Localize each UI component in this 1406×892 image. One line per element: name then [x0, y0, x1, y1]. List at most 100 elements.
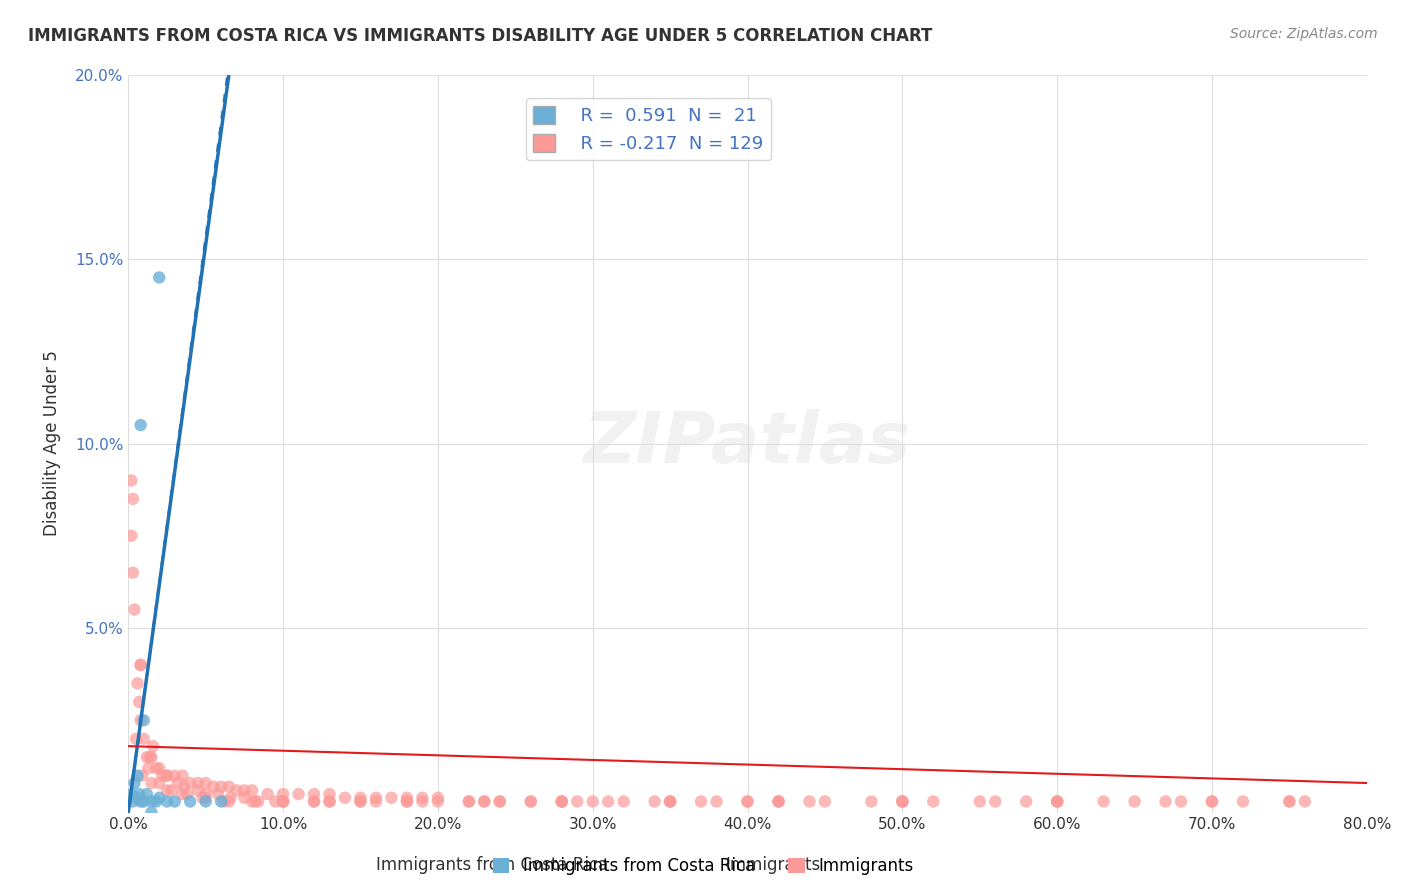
Point: [240, 795, 263, 809]
Point: [891, 795, 914, 809]
Point: [148, 790, 170, 805]
Point: [644, 795, 666, 809]
Text: Source: ZipAtlas.com: Source: ZipAtlas.com: [1230, 27, 1378, 41]
Point: [302, 787, 325, 801]
Point: [166, 776, 188, 790]
Point: [131, 769, 153, 783]
Text: Immigrants: Immigrants: [725, 856, 821, 874]
Point: [582, 795, 605, 809]
Point: [122, 491, 145, 506]
Point: [302, 795, 325, 809]
Point: [125, 790, 148, 805]
Point: [520, 795, 543, 809]
Point: [706, 795, 728, 809]
Point: [426, 790, 449, 805]
Point: [457, 795, 479, 809]
Point: [1015, 795, 1038, 809]
Point: [148, 270, 170, 285]
Point: [145, 795, 167, 809]
Point: [132, 713, 155, 727]
Point: [768, 795, 790, 809]
Point: [551, 795, 574, 809]
Point: [768, 795, 790, 809]
Point: [551, 795, 574, 809]
Point: [156, 769, 179, 783]
Point: [364, 790, 387, 805]
Point: [129, 713, 152, 727]
Point: [984, 795, 1007, 809]
Point: [122, 566, 145, 580]
Point: [179, 776, 201, 790]
Point: [233, 790, 256, 805]
Point: [160, 783, 183, 797]
Point: [129, 418, 152, 433]
Point: [395, 790, 418, 805]
Point: [132, 795, 155, 809]
Point: [302, 795, 325, 809]
Point: [218, 780, 240, 794]
Point: [395, 795, 418, 809]
Text: ZIPatlas: ZIPatlas: [583, 409, 911, 478]
Point: [127, 769, 149, 783]
Point: [860, 795, 883, 809]
Point: [179, 795, 201, 809]
Point: [245, 795, 267, 809]
Point: [1046, 795, 1069, 809]
Point: [141, 750, 163, 764]
Point: [139, 750, 162, 764]
Point: [969, 795, 991, 809]
Point: [488, 795, 510, 809]
Point: [156, 795, 179, 809]
Point: [212, 795, 235, 809]
Point: [120, 529, 142, 543]
Point: [148, 776, 170, 790]
Point: [814, 795, 837, 809]
Point: [271, 795, 294, 809]
Point: [1170, 795, 1192, 809]
Point: [163, 795, 186, 809]
Point: [219, 790, 242, 805]
Point: [768, 795, 790, 809]
Point: [145, 761, 167, 775]
Point: [120, 787, 142, 801]
Point: [156, 769, 179, 783]
Point: [135, 750, 157, 764]
Point: [659, 795, 682, 809]
Point: [209, 795, 232, 809]
Text: Immigrants from Costa Rica: Immigrants from Costa Rica: [375, 856, 609, 874]
Point: [799, 795, 821, 809]
Point: [395, 795, 418, 809]
Point: [1201, 795, 1223, 809]
Point: [737, 795, 759, 809]
Point: [264, 795, 287, 809]
Point: [225, 783, 247, 797]
Point: [891, 795, 914, 809]
Point: [129, 795, 152, 809]
Legend:   R =  0.591  N =  21,   R = -0.217  N = 129: R = 0.591 N = 21, R = -0.217 N = 129: [526, 98, 770, 161]
Point: [411, 795, 433, 809]
Point: [457, 795, 479, 809]
Point: [233, 783, 256, 797]
Point: [122, 795, 145, 809]
Y-axis label: Disability Age Under 5: Disability Age Under 5: [44, 351, 60, 536]
Point: [318, 795, 340, 809]
Point: [148, 761, 170, 775]
Point: [659, 795, 682, 809]
Point: [191, 790, 214, 805]
Point: [187, 776, 209, 790]
Point: [1046, 795, 1069, 809]
Point: [364, 795, 387, 809]
Point: [163, 769, 186, 783]
Point: [202, 780, 225, 794]
Point: [690, 795, 713, 809]
Point: [1154, 795, 1177, 809]
Point: [380, 790, 402, 805]
Point: [247, 795, 270, 809]
Point: [150, 769, 173, 783]
Point: [333, 790, 356, 805]
Point: [520, 795, 543, 809]
Point: [124, 602, 146, 616]
Point: [132, 731, 155, 746]
Point: [271, 795, 294, 809]
Point: [737, 795, 759, 809]
